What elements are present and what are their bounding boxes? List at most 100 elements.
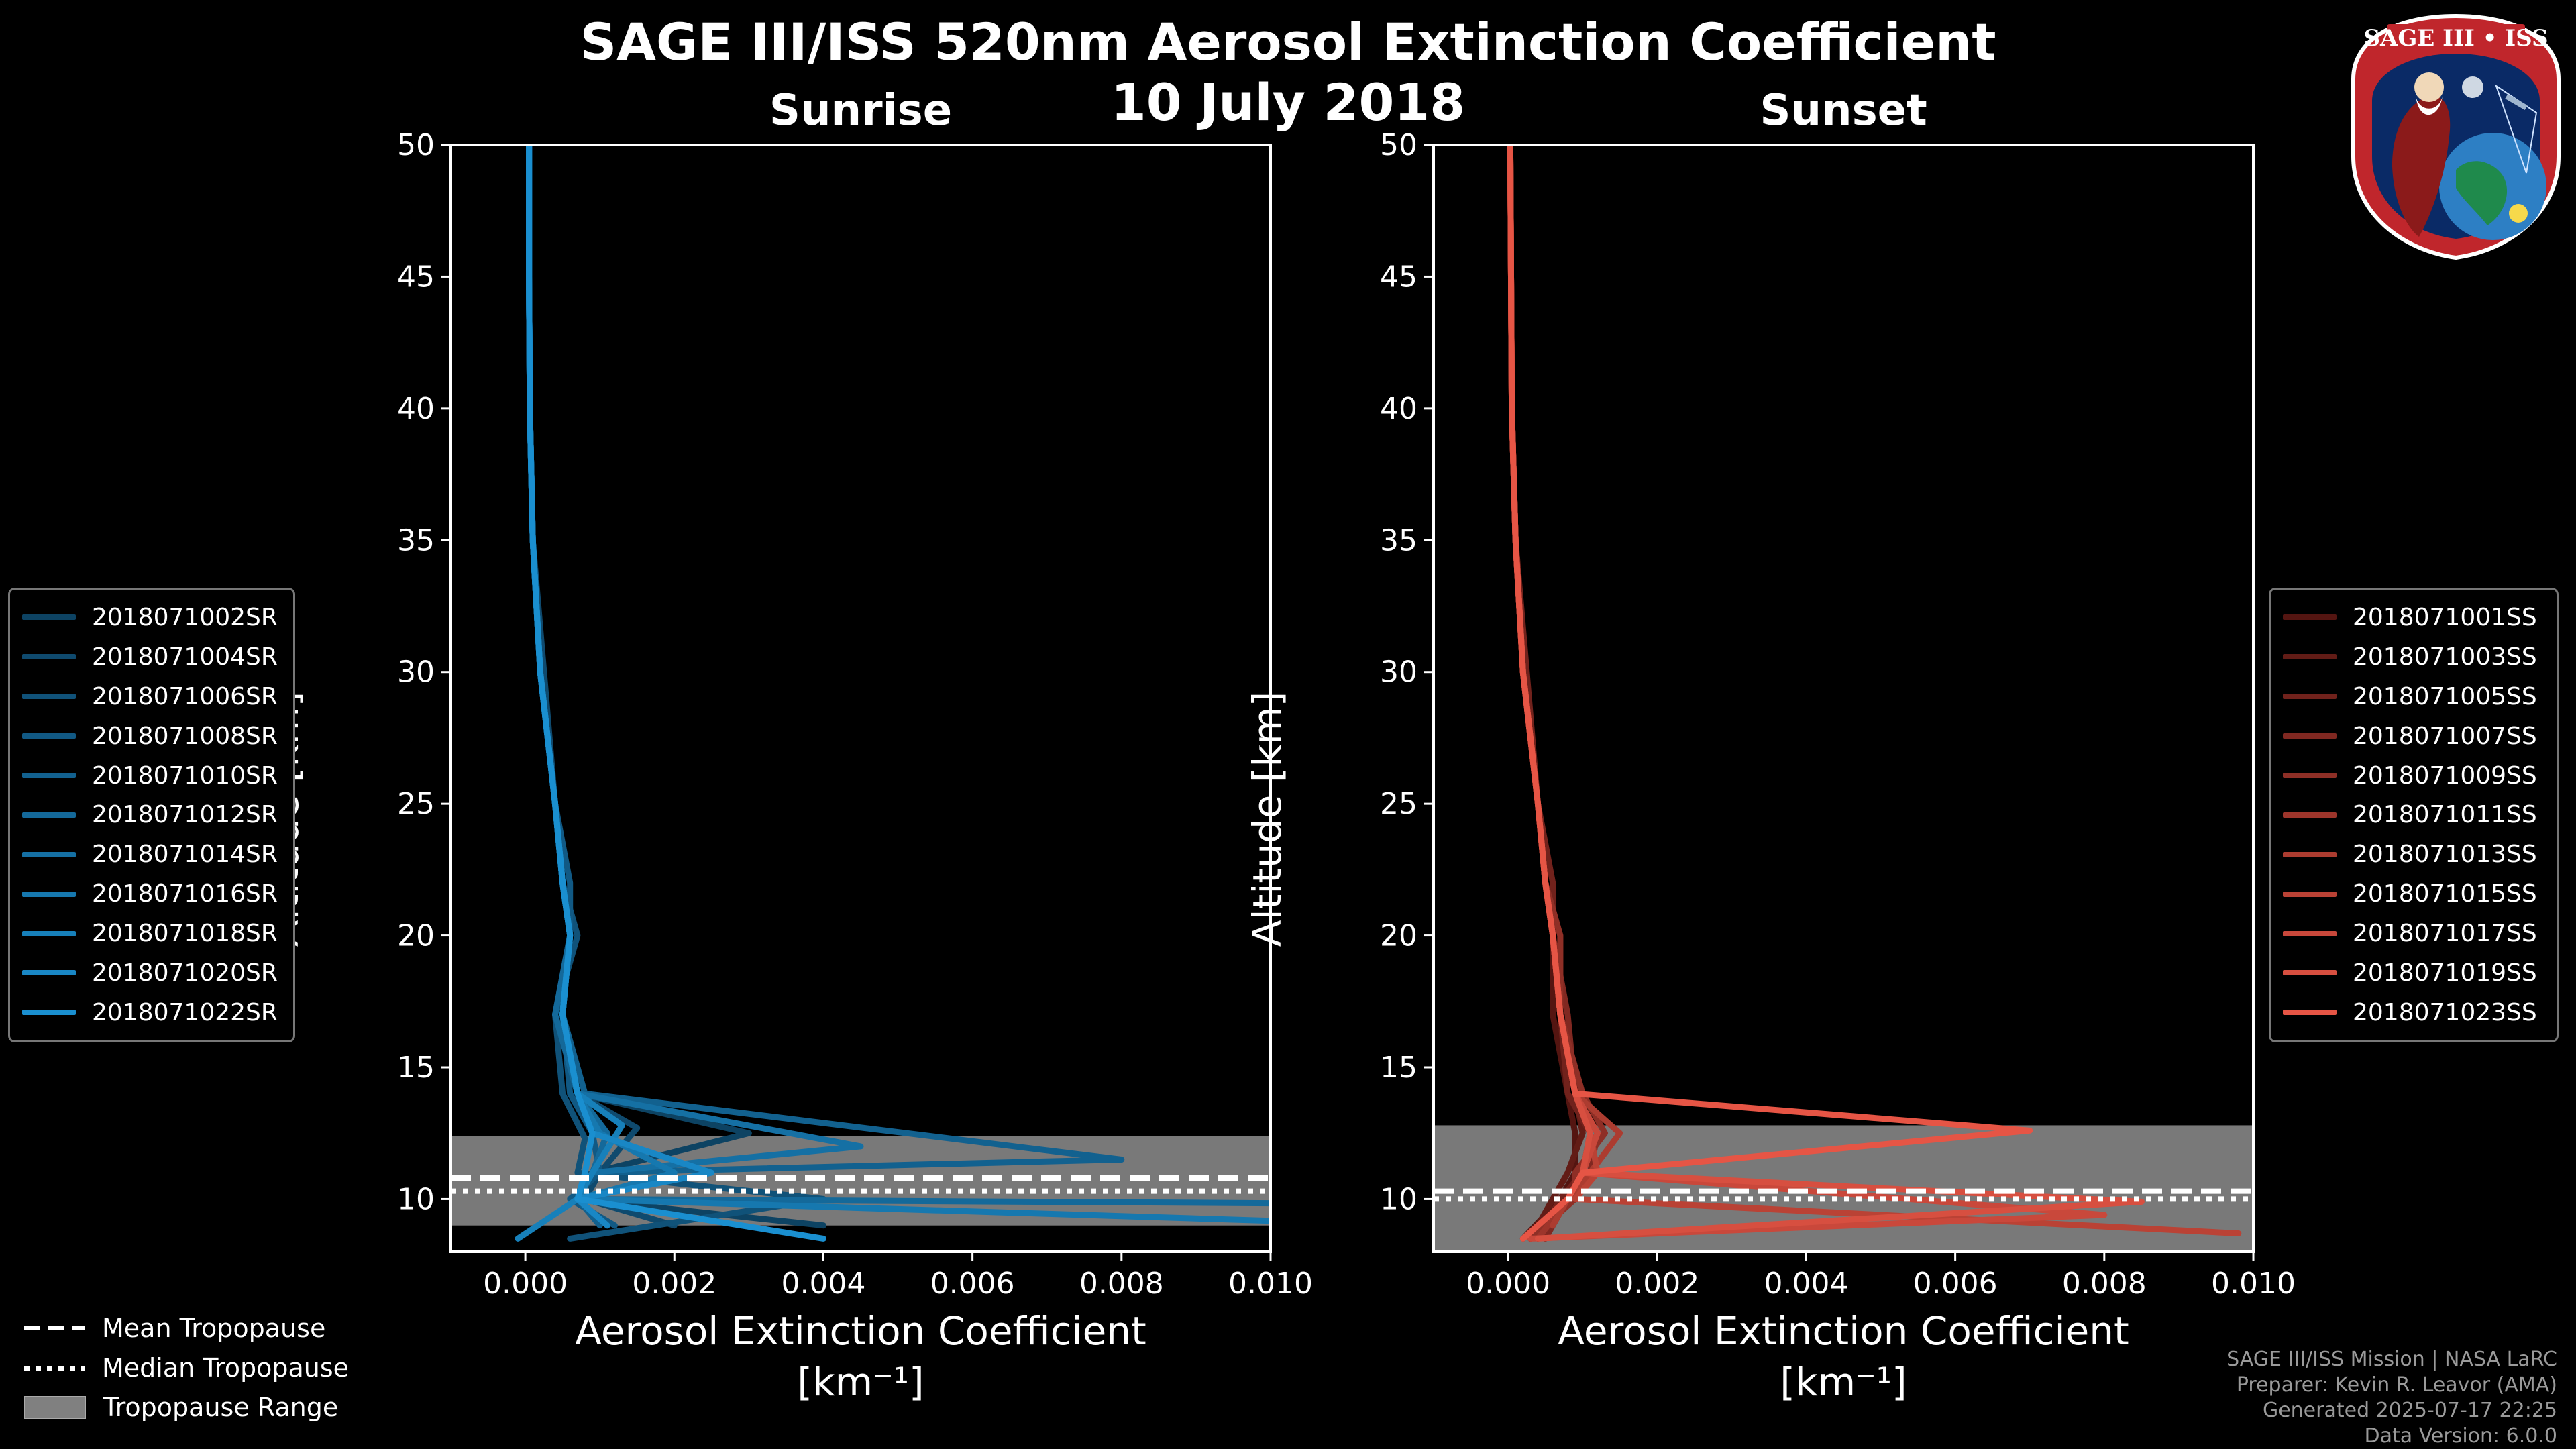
sunset-legend-item: 2018071019SS [2283, 953, 2544, 993]
dashed-line-icon [24, 1320, 85, 1336]
sunset-legend-label: 2018071017SS [2353, 920, 2537, 948]
sunset-legend-item: 2018071001SS [2283, 598, 2544, 637]
sunset-legend-item: 2018071011SS [2283, 795, 2544, 835]
sunrise-series-2018071010SR [526, 145, 1125, 1229]
legend-line-icon [22, 891, 76, 897]
sunset-legend-label: 2018071019SS [2353, 959, 2537, 987]
sunrise-x-tick-label: 0.010 [1228, 1267, 1313, 1301]
dotted-line-icon [24, 1360, 85, 1376]
sunset-panel-title: Sunset [1760, 86, 1927, 136]
sunset-legend-label: 2018071007SS [2353, 722, 2537, 750]
sunrise-series-2018071012SR [526, 145, 1271, 1207]
legend-line-icon [2283, 970, 2337, 976]
legend-line-icon [22, 1010, 76, 1016]
sunrise-legend-label: 2018071022SR [92, 998, 278, 1026]
sunrise-legend-item: 2018071002SR [22, 598, 281, 637]
legend-tropopause-range: Tropopause Range [24, 1387, 349, 1427]
sunrise-legend-label: 2018071002SR [92, 603, 278, 631]
sunset-x-tick-label: 0.004 [1764, 1267, 1848, 1301]
sunset-y-tick-label: 25 [1380, 787, 1417, 821]
sunrise-legend-item: 2018071018SR [22, 914, 281, 953]
range-swatch-icon [24, 1395, 86, 1419]
credit-version: Data Version: 6.0.0 [2364, 1424, 2557, 1448]
sunset-series-2018071019SS [1507, 145, 2145, 1242]
sunrise-legend-label: 2018071010SR [92, 761, 278, 790]
sunrise-legend-label: 2018071014SR [92, 841, 278, 869]
sunset-legend-label: 2018071003SS [2353, 643, 2537, 671]
sunrise-legend-label: 2018071016SR [92, 880, 278, 908]
sunset-y-tick-label: 40 [1380, 392, 1417, 426]
sunset-axes-frame [1432, 144, 2255, 1253]
sunrise-x-tick-label: 0.008 [1079, 1267, 1164, 1301]
sunset-legend-label: 2018071023SS [2353, 998, 2537, 1026]
sunrise-series-2018071004SR [526, 145, 678, 1229]
legend-line-icon [2283, 1010, 2337, 1016]
sunrise-legend-item: 2018071016SR [22, 874, 281, 914]
sunset-legend-item: 2018071013SS [2283, 835, 2544, 874]
legend-line-icon [22, 812, 76, 818]
sunrise-x-axis-label: Aerosol Extinction Coefficient [575, 1308, 1146, 1354]
credit-generated: Generated 2025-07-17 22:25 [2262, 1399, 2557, 1422]
sunset-x-tick-label: 0.010 [2211, 1267, 2296, 1301]
sunset-y-tick-label: 10 [1380, 1182, 1417, 1216]
credit-preparer: Preparer: Kevin R. Leavor (AMA) [2236, 1373, 2557, 1397]
sunrise-legend: 2018071002SR 2018071004SR 2018071006SR 2018… [8, 588, 295, 1042]
sunrise-x-tick-label: 0.000 [483, 1267, 568, 1301]
sunset-legend-label: 2018071009SS [2353, 761, 2537, 790]
sunset-y-tick-label: 35 [1380, 523, 1417, 557]
legend-line-icon [2283, 614, 2337, 621]
sunrise-series-2018071020SR [526, 145, 715, 1229]
sunset-x-tick-label: 0.006 [1913, 1267, 1998, 1301]
sunset-legend-item: 2018071009SS [2283, 756, 2544, 796]
sunrise-series-2018071022SR [526, 145, 826, 1242]
legend-line-icon [22, 614, 76, 621]
legend-line-icon [22, 654, 76, 660]
sunset-legend-item: 2018071015SS [2283, 874, 2544, 914]
chart-date: 10 July 2018 [1110, 72, 1466, 132]
sunrise-y-tick-label: 45 [397, 260, 435, 294]
sunset-legend-item: 2018071005SS [2283, 677, 2544, 716]
legend-line-icon [22, 970, 76, 976]
legend-line-icon [22, 930, 76, 936]
sunset-y-tick-label: 15 [1380, 1051, 1417, 1085]
legend-line-icon [22, 773, 76, 778]
sunset-plot: 0.000 0.002 0.004 0.006 0.008 0.010 10 15 20 25 30… [1244, 128, 2296, 1405]
sunrise-legend-label: 2018071018SR [92, 920, 278, 948]
sunrise-legend-item: 2018071014SR [22, 835, 281, 874]
sunset-legend-label: 2018071011SS [2353, 801, 2537, 829]
sunrise-legend-label: 2018071004SR [92, 643, 278, 671]
sunrise-legend-item: 2018071008SR [22, 716, 281, 756]
sunrise-legend-label: 2018071008SR [92, 722, 278, 750]
tropopause-legend: Mean Tropopause Median Tropopause Tropop… [24, 1308, 349, 1427]
credit-mission: SAGE III/ISS Mission | NASA LaRC [2226, 1348, 2557, 1371]
sunrise-legend-item: 2018071022SR [22, 993, 281, 1032]
legend-median-tropopause: Median Tropopause [24, 1348, 349, 1387]
sunrise-legend-label: 2018071006SR [92, 682, 278, 710]
sunset-legend-label: 2018071015SS [2353, 880, 2537, 908]
sunrise-x-tick-label: 0.004 [781, 1267, 865, 1301]
legend-mean-label: Mean Tropopause [102, 1313, 326, 1343]
sunset-y-tick-label: 45 [1380, 260, 1417, 294]
legend-line-icon [2283, 654, 2337, 660]
sunset-legend-label: 2018071013SS [2353, 841, 2537, 869]
svg-text:SAGE III • ISS: SAGE III • ISS [2363, 25, 2548, 52]
legend-line-icon [2283, 773, 2337, 778]
sunrise-legend-item: 2018071012SR [22, 795, 281, 835]
sunset-legend-label: 2018071001SS [2353, 603, 2537, 631]
legend-line-icon [2283, 851, 2337, 857]
sunset-series-2018071017SS [1507, 145, 2108, 1242]
sunset-legend-item: 2018071023SS [2283, 993, 2544, 1032]
sunrise-y-tick-label: 35 [397, 523, 435, 557]
sunrise-y-tick-label: 30 [397, 655, 435, 690]
legend-line-icon [2283, 812, 2337, 818]
sunset-y-axis-label: Altitude [km] [1244, 692, 1290, 947]
legend-line-icon [22, 733, 76, 739]
sunset-x-tick-label: 0.002 [1615, 1267, 1699, 1301]
sunset-series-2018071015SS [1507, 145, 2242, 1236]
sunset-x-tick-label: 0.000 [1466, 1267, 1550, 1301]
sunrise-x-tick-label: 0.002 [632, 1267, 716, 1301]
sunrise-legend-item: 2018071004SR [22, 637, 281, 677]
sunset-y-tick-label: 20 [1380, 919, 1417, 953]
sunset-legend-item: 2018071017SS [2283, 914, 2544, 953]
